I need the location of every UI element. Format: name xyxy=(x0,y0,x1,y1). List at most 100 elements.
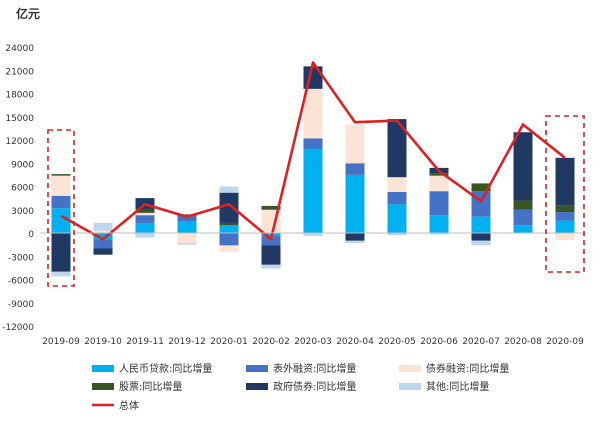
bar-segment xyxy=(513,225,533,233)
x-tick-label: 2020-06 xyxy=(420,337,458,347)
legend-swatch xyxy=(246,365,268,372)
legend-label: 股票:同比增量 xyxy=(119,380,182,393)
bar-segment xyxy=(429,175,449,192)
bar-segment xyxy=(219,225,239,233)
bar-segment xyxy=(387,204,407,233)
legend-item: 表外融资:同比增量 xyxy=(246,362,356,375)
legend-label: 人民币贷款:同比增量 xyxy=(119,362,212,375)
y-tick-label: 9000 xyxy=(11,160,34,170)
highlight-layer xyxy=(47,115,585,287)
y-axis-unit-label: 亿元 xyxy=(16,6,40,21)
bar-segment xyxy=(135,215,155,223)
bar-segment xyxy=(135,208,155,213)
legend-swatch xyxy=(246,383,268,390)
legend-label: 总体 xyxy=(119,399,139,412)
x-tick-label: 2019-12 xyxy=(168,337,206,347)
bar-segment xyxy=(555,220,575,233)
legend-swatch xyxy=(399,365,421,372)
bar-segment xyxy=(303,148,323,233)
legend-item: 政府债券:同比增量 xyxy=(246,380,356,393)
bar-segment xyxy=(261,205,281,210)
y-tick-label: -9000 xyxy=(8,300,34,310)
bar-segment xyxy=(219,233,239,246)
highlight-box xyxy=(545,115,585,273)
bar-segment xyxy=(303,138,323,149)
bar-segment xyxy=(429,215,449,233)
bar-segment xyxy=(345,124,365,164)
legend-swatch xyxy=(399,383,421,390)
bar-segment xyxy=(51,233,71,272)
bar-segment xyxy=(135,222,155,233)
bar-segment xyxy=(387,191,407,205)
bar-segment xyxy=(429,173,449,176)
bar-segment xyxy=(513,200,533,210)
bar-segment xyxy=(555,233,575,240)
y-tick-label: 21000 xyxy=(5,67,34,77)
bar-segment xyxy=(51,175,71,196)
bar-segment xyxy=(93,230,113,233)
bar-segment xyxy=(471,183,491,192)
bar-segment xyxy=(93,233,113,240)
bar-segment xyxy=(429,233,449,235)
y-tick-label: -12000 xyxy=(2,323,34,333)
bar-segment xyxy=(51,208,71,233)
x-tick-label: 2020-01 xyxy=(210,337,248,347)
bar-segment xyxy=(93,248,113,255)
y-tick-label: -6000 xyxy=(8,277,34,287)
bars-layer xyxy=(51,66,575,277)
legend-item: 其他:同比增量 xyxy=(399,380,489,393)
highlight-box xyxy=(47,129,75,287)
bar-segment xyxy=(51,174,71,176)
y-tick-label: 6000 xyxy=(11,184,34,194)
legend-swatch xyxy=(92,383,114,390)
bar-segment xyxy=(345,163,365,175)
bar-segment xyxy=(303,88,323,139)
bar-segment xyxy=(177,221,197,233)
legend-item: 总体 xyxy=(92,399,139,412)
y-tick-label: -3000 xyxy=(8,253,34,263)
bar-segment xyxy=(219,186,239,193)
bar-segment xyxy=(555,212,575,221)
bar-segment xyxy=(345,240,365,244)
line-layer xyxy=(60,61,566,241)
bar-segment xyxy=(177,214,197,216)
y-tick-label: 3000 xyxy=(11,207,34,217)
legend-label: 债券融资:同比增量 xyxy=(426,362,509,375)
bar-segment xyxy=(93,222,113,231)
x-tick-label: 2019-11 xyxy=(126,337,164,347)
bar-segment xyxy=(219,222,239,226)
legend-item: 债券融资:同比增量 xyxy=(399,362,509,375)
bar-segment xyxy=(471,240,491,246)
bar-segment xyxy=(513,209,533,226)
bar-segment xyxy=(219,245,239,252)
bar-segment xyxy=(387,119,407,178)
y-tick-label: 0 xyxy=(28,230,34,240)
x-tick-label: 2020-08 xyxy=(504,337,542,347)
y-tick-label: 15000 xyxy=(5,114,34,124)
bar-segment xyxy=(177,243,197,245)
legend-label: 表外融资:同比增量 xyxy=(273,362,356,375)
bar-segment xyxy=(429,191,449,216)
bar-segment xyxy=(513,132,533,201)
bar-segment xyxy=(261,245,281,265)
bar-segment xyxy=(93,239,113,249)
bar-segment xyxy=(135,233,155,238)
bar-segment xyxy=(471,216,491,233)
x-tick-label: 2020-04 xyxy=(336,337,374,347)
axis-layer: -12000 -9000 -6000 -3000 0 3000 6000 9000 12000 1… xyxy=(2,44,586,347)
bar-segment xyxy=(135,212,155,216)
bar-segment xyxy=(555,157,575,206)
bar-segment xyxy=(51,271,71,277)
total-line xyxy=(60,61,566,241)
y-tick-label: 12000 xyxy=(5,137,34,147)
x-tick-label: 2020-07 xyxy=(462,337,500,347)
bar-segment xyxy=(471,233,491,241)
bar-segment xyxy=(177,215,197,222)
bar-segment xyxy=(177,233,197,244)
bar-segment xyxy=(219,192,239,223)
bar-segment xyxy=(387,233,407,236)
legend-item: 股票:同比增量 xyxy=(92,380,182,393)
